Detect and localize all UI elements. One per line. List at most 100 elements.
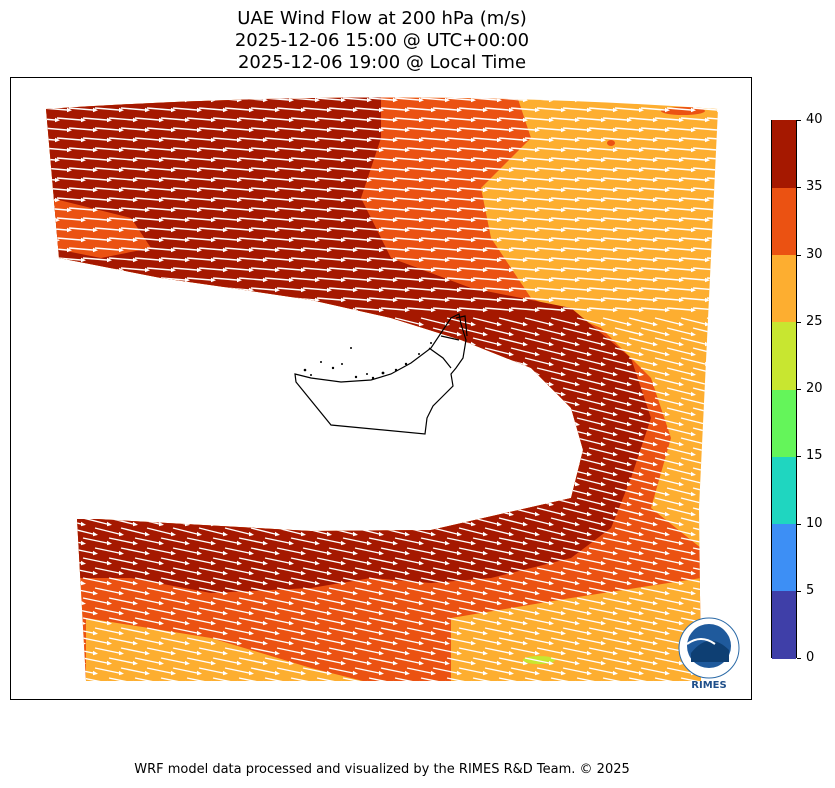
wind-arrow (276, 467, 302, 475)
wind-arrow-head (171, 371, 176, 377)
wind-arrow (94, 287, 120, 291)
wind-arrow (46, 287, 68, 291)
wind-arrow (68, 447, 94, 455)
wind-arrow (510, 627, 536, 634)
wind-arrow (719, 528, 743, 534)
wind-arrow (303, 688, 327, 693)
wind-arrow (484, 527, 510, 535)
wind-arrow (238, 637, 264, 644)
wind-arrow-head (457, 431, 462, 437)
wind-arrow-head (419, 620, 424, 626)
wind-arrow-head (483, 187, 488, 193)
wind-arrow (198, 327, 224, 335)
wind-arrow (264, 397, 290, 405)
wind-arrow-head (731, 482, 736, 486)
wind-arrow-head (639, 167, 644, 173)
wind-arrow (510, 527, 536, 535)
wind-arrow-head (509, 267, 514, 273)
wind-arrow (484, 167, 510, 171)
wind-arrow (328, 627, 354, 634)
wind-arrow-head (431, 187, 436, 193)
wind-arrow-head (587, 550, 592, 556)
wind-arrow-head (81, 157, 86, 163)
wind-arrow (666, 447, 692, 455)
wind-arrow-head (665, 550, 670, 556)
wind-arrow (406, 447, 432, 455)
wind-arrow-head (133, 540, 138, 546)
wind-arrow-head (717, 167, 718, 173)
wind-arrow-head (81, 257, 86, 263)
wind-arrow-head (55, 680, 60, 681)
wind-arrow-head (237, 540, 242, 546)
wind-arrow (458, 667, 484, 674)
wind-arrow-head (601, 580, 606, 586)
wind-arrow-head (483, 247, 488, 253)
wind-arrow-head (367, 501, 372, 507)
wind-arrow-head (431, 391, 436, 397)
wind-arrow (550, 157, 576, 161)
wind-arrow-head (211, 137, 216, 143)
wind-arrow (160, 617, 186, 624)
wind-arrow-head (249, 550, 254, 556)
wind-arrow (250, 227, 276, 231)
wind-arrow (562, 107, 588, 111)
wind-arrow-head (561, 227, 566, 233)
wind-arrow-head (691, 411, 696, 417)
wind-arrow (432, 427, 458, 435)
wind-arrow-head (327, 331, 332, 337)
wind-arrow (706, 497, 718, 505)
wind-arrow-head (405, 630, 410, 636)
wind-arrow (406, 387, 432, 395)
wind-arrow-head (471, 137, 476, 143)
wind-arrow (654, 397, 680, 405)
wind-arrow-head (107, 560, 112, 566)
wind-arrow (562, 247, 588, 251)
wind-arrow (654, 637, 680, 644)
wind-arrow-head (145, 331, 150, 337)
wind-arrow (354, 667, 380, 674)
wind-arrow (342, 237, 368, 241)
wind-arrow (46, 197, 56, 201)
wind-arrow (302, 187, 328, 191)
wind-arrow-head (731, 522, 736, 526)
wind-arrow (82, 357, 108, 365)
wind-arrow (666, 467, 692, 475)
wind-arrow (238, 457, 264, 465)
wind-arrow (94, 147, 120, 151)
wind-arrow-head (549, 297, 554, 303)
wind-arrow-head (639, 610, 644, 616)
wind-arrow (134, 377, 160, 385)
wind-arrow-head (743, 148, 748, 152)
wind-arrow-head (119, 570, 124, 576)
wind-arrow-head (393, 97, 398, 103)
wind-arrow-head (613, 650, 618, 656)
wind-arrow-head (405, 670, 410, 676)
wind-arrow-head (575, 297, 580, 303)
wind-arrow (68, 287, 94, 291)
wind-arrow (94, 587, 120, 594)
wind-arrow-head (639, 550, 644, 556)
wind-arrow-head (445, 501, 450, 507)
wind-arrow (316, 477, 342, 485)
wind-arrow (536, 487, 562, 495)
wind-arrow-head (379, 391, 384, 397)
wind-arrow (276, 147, 302, 151)
wind-arrow-head (639, 630, 644, 636)
wind-arrow-head (107, 197, 112, 203)
wind-arrow (420, 677, 446, 681)
wind-arrow (446, 637, 472, 644)
wind-arrow-head (457, 590, 462, 596)
wind-arrow (146, 527, 172, 535)
wind-arrow-head (471, 521, 476, 527)
wind-arrow-head (431, 491, 436, 497)
wind-arrow-head (497, 341, 502, 347)
wind-arrow (432, 547, 458, 554)
wind-arrow (186, 217, 212, 221)
wind-arrow (368, 457, 394, 465)
wind-arrow-head (549, 660, 554, 666)
wind-arrow-head (717, 451, 718, 457)
wind-arrow-head (159, 217, 164, 223)
wind-arrow-head (197, 167, 202, 173)
wind-arrow-head (627, 237, 632, 243)
wind-arrow (498, 617, 524, 624)
